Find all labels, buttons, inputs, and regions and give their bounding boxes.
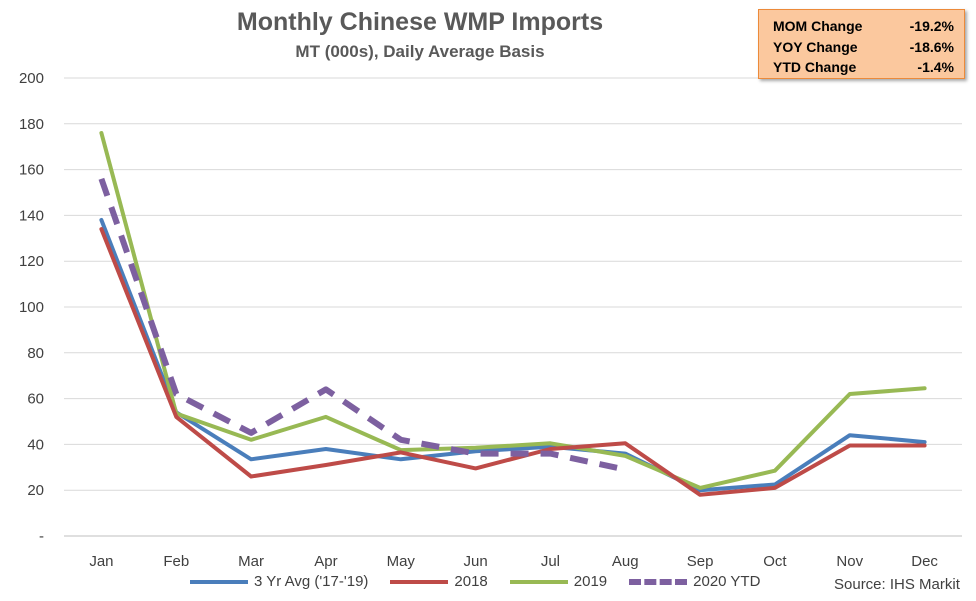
series-line-2019 — [99, 131, 927, 490]
legend-swatch-2020-ytd — [629, 578, 688, 585]
legend-swatch-2018 — [390, 579, 449, 584]
ytd-change-row: YTD Change -1.4% — [773, 57, 954, 78]
x-tick-label: May — [387, 553, 416, 570]
x-tick-label: Aug — [612, 553, 639, 570]
x-tick-label: Sep — [687, 553, 714, 570]
chart-legend: 3 Yr Avg ('17-'19) 2018 2019 2020 YTD — [190, 573, 782, 590]
source-note: Source: IHS Markit — [834, 576, 960, 593]
x-tick-label: Jan — [89, 553, 113, 570]
legend-label-2020-ytd: 2020 YTD — [693, 573, 761, 590]
series-line-2018 — [99, 227, 927, 497]
mom-change-row: MOM Change -19.2% — [773, 16, 954, 37]
ytd-change-label: YTD Change — [773, 59, 857, 75]
chart-subtitle: MT (000s), Daily Average Basis — [295, 42, 545, 61]
y-tick-label: 100 — [19, 299, 44, 316]
legend-item-2019: 2019 — [509, 573, 608, 590]
x-tick-label: Nov — [836, 553, 863, 570]
x-tick-label: Feb — [163, 553, 189, 570]
mom-change-value: -19.2% — [909, 18, 954, 34]
y-tick-label: 20 — [27, 482, 44, 499]
y-tick-label: 40 — [27, 436, 44, 453]
y-tick-label: 180 — [19, 116, 44, 133]
y-tick-label: 120 — [19, 253, 44, 270]
y-tick-label: 80 — [27, 345, 44, 362]
y-tick-label: 140 — [19, 207, 44, 224]
legend-item-2018: 2018 — [390, 573, 488, 590]
series-line-2020-ytd — [98, 177, 626, 473]
change-stats-box: MOM Change -19.2% YOY Change -18.6% YTD … — [758, 9, 965, 79]
legend-item-2020-ytd: 2020 YTD — [629, 573, 760, 590]
x-tick-label: Mar — [238, 553, 264, 570]
mom-change-label: MOM Change — [773, 18, 863, 34]
yoy-change-label: YOY Change — [773, 38, 858, 55]
yoy-change-value: -18.6% — [909, 38, 954, 55]
legend-swatch-2019 — [509, 579, 568, 584]
legend-item-3yr-avg: 3 Yr Avg ('17-'19) — [190, 573, 368, 590]
legend-swatch-3yr-avg — [190, 579, 248, 584]
y-tick-label: 200 — [19, 70, 44, 87]
x-tick-label: Oct — [763, 553, 787, 570]
legend-label-3yr-avg: 3 Yr Avg ('17-'19) — [254, 573, 369, 590]
y-tick-label: 60 — [27, 391, 44, 408]
yoy-change-row: YOY Change -18.6% — [773, 37, 954, 58]
legend-label-2019: 2019 — [573, 573, 608, 590]
y-tick-label: 160 — [19, 162, 44, 179]
x-tick-label: Jun — [463, 553, 487, 570]
y-tick-label: - — [39, 528, 44, 545]
x-tick-label: Apr — [314, 553, 337, 570]
chart-title: Monthly Chinese WMP Imports — [236, 8, 604, 36]
x-tick-label: Dec — [911, 553, 938, 570]
ytd-change-value: -1.4% — [917, 59, 954, 75]
legend-label-2018: 2018 — [454, 573, 488, 590]
series-line-3-yr-avg-17-19- — [99, 218, 927, 493]
x-tick-label: Jul — [541, 553, 560, 570]
